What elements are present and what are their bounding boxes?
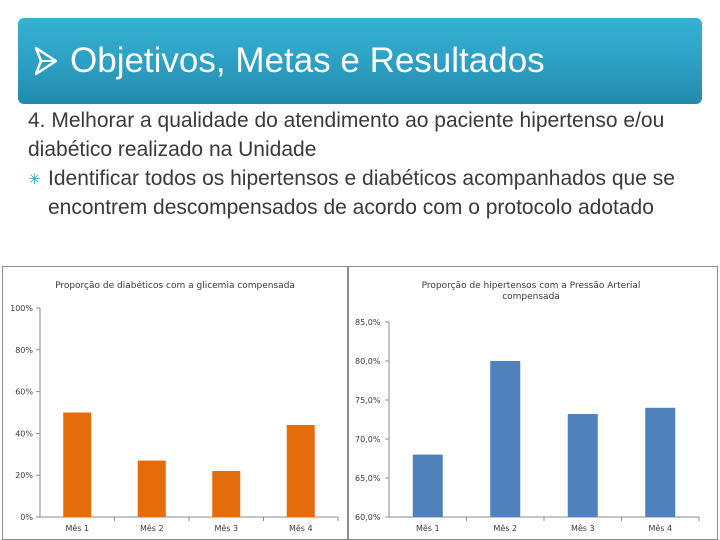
x-tick-label: Mês 4 xyxy=(648,523,672,533)
chart-title: Proporção de diabéticos com a glicemia c… xyxy=(55,280,295,291)
y-tick-label: 80% xyxy=(15,346,33,355)
bar xyxy=(63,412,92,517)
slide-title: Objetivos, Metas e Resultados xyxy=(34,38,545,84)
x-tick-label: Mês 1 xyxy=(416,523,440,533)
x-tick-label: Mês 2 xyxy=(140,523,164,533)
y-tick-label: 85,0% xyxy=(355,318,381,327)
bar xyxy=(212,471,241,517)
y-tick-label: 60,0% xyxy=(355,513,381,522)
y-tick-label: 20% xyxy=(15,471,33,480)
asterisk-bullet-icon: ✳ xyxy=(28,171,41,188)
y-tick-label: 70,0% xyxy=(355,435,381,444)
chart-hypertensives-svg: Proporção de hipertensos com a Pressão A… xyxy=(355,281,700,533)
y-tick-label: 40% xyxy=(15,429,33,438)
chart-title: compensada xyxy=(502,292,560,302)
arrow-bullet-icon xyxy=(34,46,58,76)
chart-title: Proporção de hipertensos com a Pressão A… xyxy=(422,281,641,291)
y-tick-label: 75,0% xyxy=(355,396,381,405)
x-tick-label: Mês 3 xyxy=(214,523,238,533)
chart-diabetics-glycemia: Proporção de diabéticos com a glicemia c… xyxy=(2,266,348,540)
chart-diabetics-svg: Proporção de diabéticos com a glicemia c… xyxy=(10,280,339,533)
list-item-text: Identificar todos os hipertensos e diabé… xyxy=(48,167,675,219)
bar xyxy=(412,454,443,517)
y-tick-label: 80,0% xyxy=(355,357,381,366)
goal-line: 4. Melhorar a qualidade do atendimento a… xyxy=(28,109,665,161)
bar xyxy=(137,460,166,517)
chart-hypertensives-pressure: Proporção de hipertensos com a Pressão A… xyxy=(348,266,718,540)
x-tick-label: Mês 2 xyxy=(493,523,517,533)
bar xyxy=(567,414,598,517)
bar xyxy=(286,425,315,517)
slide-title-text: Objetivos, Metas e Resultados xyxy=(70,41,545,80)
bar xyxy=(645,407,676,517)
y-tick-label: 65,0% xyxy=(355,474,381,483)
x-tick-label: Mês 3 xyxy=(571,523,595,533)
bar xyxy=(490,361,521,517)
y-tick-label: 0% xyxy=(20,513,33,522)
x-tick-label: Mês 4 xyxy=(289,523,313,533)
list-item: ✳ Identificar todos os hipertensos e dia… xyxy=(28,164,698,222)
x-tick-label: Mês 1 xyxy=(65,523,89,533)
title-banner xyxy=(18,18,702,104)
y-tick-label: 100% xyxy=(10,304,33,313)
y-tick-label: 60% xyxy=(15,388,33,397)
slide-body: 4. Melhorar a qualidade do atendimento a… xyxy=(28,106,698,222)
